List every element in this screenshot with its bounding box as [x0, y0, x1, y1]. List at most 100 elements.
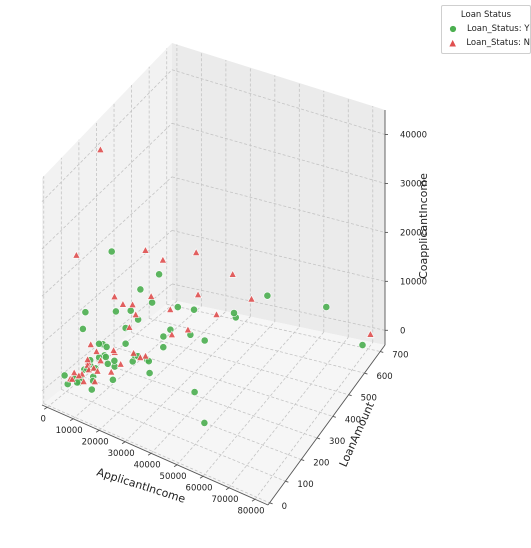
grid-x-floor	[150, 321, 276, 454]
y-tick-label: 600	[376, 372, 392, 382]
grid-y-floor	[149, 318, 365, 374]
x-axis-line	[41, 404, 269, 506]
legend-label-n: Loan_Status: N	[466, 38, 530, 48]
y-tick-mark	[380, 351, 384, 353]
data-point-y	[155, 270, 163, 279]
legend-triangle-marker	[448, 38, 457, 48]
z-tick-label: 30000	[400, 179, 427, 189]
grid-y-floor	[131, 332, 349, 396]
x-tick-mark	[173, 464, 178, 468]
grid-x-floor	[72, 305, 202, 420]
grid-y-floor	[43, 403, 270, 504]
grid-x-floor	[46, 300, 178, 408]
data-point-n	[128, 300, 137, 308]
pane-floor	[42, 300, 385, 505]
data-point-n	[70, 368, 79, 377]
grid-z-wall	[41, 69, 173, 202]
data-point-y	[87, 385, 96, 394]
x-tick-mark	[199, 475, 204, 479]
data-point-y	[81, 308, 90, 317]
data-point-y	[230, 309, 238, 317]
data-point-n	[366, 329, 375, 338]
data-point-n	[129, 348, 138, 357]
data-point-n	[125, 322, 134, 331]
data-point-n	[228, 269, 237, 278]
data-point-y	[79, 324, 87, 333]
y-tick-label: 500	[361, 394, 377, 404]
legend-title: Loan Status	[460, 10, 512, 20]
data-point-n	[68, 374, 77, 383]
z-axis-label: CoapplicantIncome	[417, 173, 430, 279]
grid-z-wall	[41, 123, 173, 250]
data-point-y	[322, 303, 331, 311]
data-point-n	[167, 330, 176, 338]
data-point-n	[93, 366, 102, 375]
grid-x-floor	[254, 342, 374, 500]
y-tick-mark	[269, 502, 273, 505]
data-point-n	[89, 363, 98, 372]
data-point-n	[136, 353, 145, 361]
data-point-n	[141, 351, 150, 360]
legend-item-y: Loan_Status: Y	[448, 24, 530, 34]
grid-z-wall	[41, 230, 173, 344]
tick-labels: 0100002000030000400005000060000700008000…	[40, 130, 427, 516]
x-tick-mark	[251, 498, 256, 502]
z-tick-label: 20000	[400, 228, 427, 238]
legend-circle-marker	[449, 25, 457, 33]
data-point-y	[190, 388, 199, 396]
data-point-n	[107, 367, 116, 376]
data-point-y	[200, 336, 209, 345]
legend-item-n: Loan_Status: N	[448, 38, 530, 48]
data-point-n	[72, 250, 81, 259]
data-point-y	[159, 343, 168, 352]
data-point-n	[90, 377, 99, 385]
x-tick-mark	[43, 406, 48, 410]
data-point-y	[136, 285, 145, 294]
data-point-n	[110, 292, 119, 300]
grid-x-floor	[124, 316, 251, 443]
y-tick-label: 200	[313, 459, 329, 469]
data-point-y	[95, 339, 103, 348]
x-tick-mark	[147, 452, 152, 456]
data-point-y	[173, 303, 182, 311]
grid-z-back	[171, 283, 386, 331]
y-tick-mark	[301, 459, 305, 462]
data-point-y	[107, 247, 116, 256]
legend: Loan Status Loan_Status: Y Loan_Status: …	[441, 5, 531, 54]
data-point-y	[112, 307, 120, 316]
y-tick-label: 400	[345, 415, 361, 425]
data-point-n	[79, 377, 88, 385]
x-tick-mark	[95, 429, 100, 433]
data-point-y	[121, 339, 130, 348]
grid-y-floor	[61, 389, 286, 482]
data-point-y	[110, 356, 119, 365]
x-tick-label: 70000	[212, 495, 239, 505]
data-point-y	[166, 325, 175, 334]
data-points	[60, 145, 375, 427]
data-point-y	[60, 371, 69, 380]
data-point-n	[131, 310, 140, 318]
x-tick-label: 40000	[134, 460, 161, 470]
x-tick-mark	[225, 487, 230, 491]
y-tick-label: 100	[297, 480, 313, 490]
y-tick-mark	[316, 437, 321, 440]
data-point-n	[109, 345, 118, 354]
data-point-n	[83, 355, 92, 363]
z-tick-label: 40000	[400, 130, 427, 140]
y-tick-label: 0	[282, 502, 287, 512]
data-point-y	[358, 341, 367, 349]
grid-z-wall	[41, 176, 173, 297]
data-point-y	[190, 305, 198, 314]
grid-y-floor	[96, 360, 318, 439]
y-axis-line	[267, 344, 386, 506]
y-tick-mark	[285, 480, 289, 483]
axis-panes	[42, 43, 385, 505]
grid-x-floor	[202, 331, 325, 477]
data-point-n	[74, 371, 83, 379]
pane-back-wall	[172, 43, 385, 345]
data-point-y	[200, 418, 209, 427]
data-point-n	[158, 255, 167, 264]
grid-z-back	[171, 122, 386, 184]
pane-left-wall	[42, 43, 172, 405]
